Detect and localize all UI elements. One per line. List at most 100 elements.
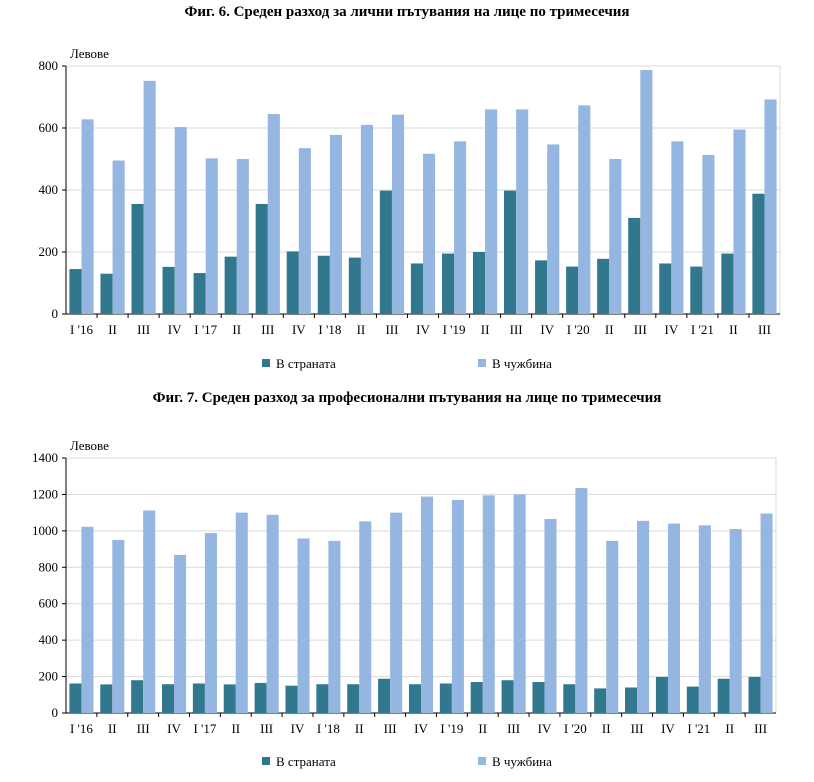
x-tick-label: II xyxy=(481,322,490,337)
x-tick-label: IV xyxy=(540,322,554,337)
x-tick-label: I '16 xyxy=(70,721,93,736)
x-tick-label: III xyxy=(631,721,644,736)
bar-domestic xyxy=(69,683,82,713)
bar-abroad xyxy=(298,148,311,314)
bar-abroad xyxy=(266,514,279,713)
bar-abroad xyxy=(575,488,588,713)
x-tick-label: IV xyxy=(167,721,181,736)
bar-abroad xyxy=(702,154,715,314)
x-tick-label: III xyxy=(137,721,150,736)
bar-domestic xyxy=(378,678,391,713)
bar-domestic xyxy=(566,266,579,314)
bar-domestic xyxy=(348,257,361,314)
bar-abroad xyxy=(764,99,777,314)
bar-abroad xyxy=(423,153,436,314)
bar-domestic xyxy=(470,682,483,713)
bar-abroad xyxy=(544,519,557,713)
bar-domestic xyxy=(254,682,267,713)
legend-swatch-domestic xyxy=(262,757,270,765)
x-tick-label: III xyxy=(634,322,647,337)
x-tick-label: II xyxy=(478,721,487,736)
bar-domestic xyxy=(439,683,452,713)
x-tick-label: II xyxy=(357,322,366,337)
bar-abroad xyxy=(454,141,467,314)
bar-abroad xyxy=(637,520,650,713)
bar-abroad xyxy=(513,494,526,713)
bar-domestic xyxy=(408,684,421,713)
bar-domestic xyxy=(410,263,423,314)
bar-abroad xyxy=(112,539,125,713)
legend-swatch-domestic xyxy=(262,359,270,367)
chart-title: Фиг. 7. Среден разход за професионални п… xyxy=(152,390,662,406)
bar-domestic xyxy=(224,256,237,314)
bar-domestic xyxy=(655,676,668,713)
x-tick-label: I '17 xyxy=(193,721,216,736)
bar-abroad xyxy=(143,510,156,713)
bar-domestic xyxy=(193,273,206,314)
x-tick-label: III xyxy=(754,721,767,736)
x-tick-label: II xyxy=(729,322,738,337)
bar-domestic xyxy=(347,684,360,713)
x-tick-label: II xyxy=(231,721,240,736)
bar-domestic xyxy=(255,203,268,314)
x-tick-label: IV xyxy=(661,721,675,736)
x-tick-label: III xyxy=(758,322,771,337)
bar-abroad xyxy=(482,495,495,713)
bar-domestic xyxy=(628,217,641,314)
bar-abroad xyxy=(516,109,529,315)
bar-domestic xyxy=(379,190,392,314)
bar-domestic xyxy=(659,263,672,314)
x-tick-label: III xyxy=(260,721,273,736)
bar-domestic xyxy=(717,678,730,713)
bar-domestic xyxy=(532,682,545,713)
x-tick-label: II xyxy=(725,721,734,736)
bar-domestic xyxy=(501,680,514,713)
bar-domestic xyxy=(535,260,548,314)
bar-abroad xyxy=(609,159,622,314)
x-tick-label: I '21 xyxy=(691,322,714,337)
bar-domestic xyxy=(131,680,144,713)
bar-abroad xyxy=(359,521,372,713)
bar-domestic xyxy=(686,686,699,713)
x-tick-label: III xyxy=(384,721,397,736)
chart-title: Фиг. 6. Среден разход за лични пътувания… xyxy=(184,4,630,20)
bar-domestic xyxy=(162,266,175,314)
x-tick-label: IV xyxy=(168,322,182,337)
bar-abroad xyxy=(174,554,187,713)
x-tick-label: II xyxy=(108,322,117,337)
y-axis-label: Левове xyxy=(70,438,109,453)
bar-abroad xyxy=(606,540,619,713)
bar-domestic xyxy=(131,203,144,314)
legend-label-abroad: В чужбина xyxy=(492,754,552,769)
legend-label-domestic: В страната xyxy=(276,356,336,371)
x-tick-label: I '19 xyxy=(443,322,466,337)
bar-abroad xyxy=(143,80,156,314)
bar-domestic xyxy=(316,684,329,713)
y-tick-label: 200 xyxy=(39,244,59,259)
x-tick-label: III xyxy=(261,322,274,337)
x-tick-label: II xyxy=(232,322,241,337)
x-tick-label: II xyxy=(108,721,117,736)
bar-domestic xyxy=(472,252,486,314)
x-tick-label: III xyxy=(510,322,523,337)
x-tick-label: III xyxy=(385,322,398,337)
bar-domestic xyxy=(69,269,82,314)
x-tick-label: IV xyxy=(538,721,552,736)
x-tick-label: IV xyxy=(416,322,430,337)
x-tick-label: IV xyxy=(291,721,305,736)
bar-domestic xyxy=(752,193,765,314)
x-tick-label: I '18 xyxy=(318,322,341,337)
y-tick-label: 800 xyxy=(39,559,59,574)
y-tick-label: 1400 xyxy=(32,450,58,465)
bar-domestic xyxy=(100,273,113,314)
bar-domestic xyxy=(563,684,576,713)
x-tick-label: I '19 xyxy=(440,721,463,736)
bar-abroad xyxy=(235,512,248,713)
bar-domestic xyxy=(504,190,517,314)
bar-domestic xyxy=(597,258,610,314)
bar-abroad xyxy=(267,114,280,314)
bar-domestic xyxy=(162,684,175,713)
x-tick-label: II xyxy=(355,721,364,736)
